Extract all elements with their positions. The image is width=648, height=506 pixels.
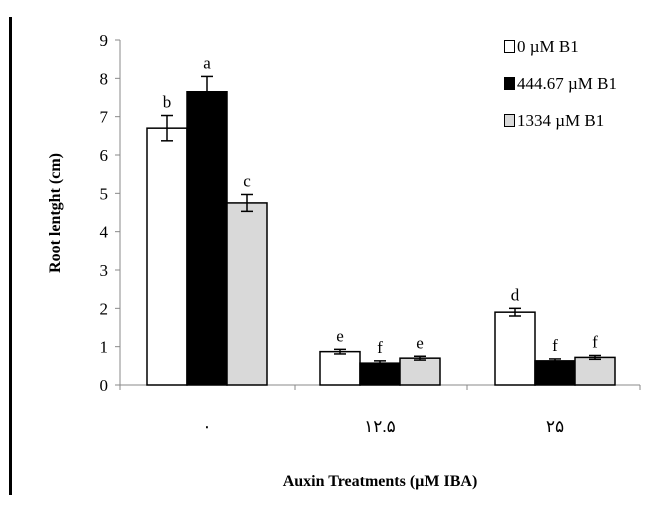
- y-tick-label: 3: [100, 261, 109, 280]
- left-frame-border: [9, 17, 12, 495]
- chart-legend: 0 µM B1 444.67 µM B1 1334 µM B1: [504, 28, 646, 139]
- y-tick-label: 0: [100, 376, 109, 395]
- y-tick-label: 5: [100, 184, 109, 203]
- significance-letter: e: [416, 333, 424, 352]
- y-tick-label: 9: [100, 31, 109, 50]
- legend-item-0: 0 µM B1: [504, 28, 646, 65]
- bar-s2-c1: [399, 357, 441, 386]
- y-tick-label: 7: [100, 108, 109, 127]
- y-tick-label: 8: [100, 69, 109, 88]
- legend-label-1: 444.67 µM B1: [517, 73, 617, 93]
- x-axis-label: Auxin Treatments (µM IBA): [283, 473, 478, 490]
- x-tick-label: ۲۵: [546, 417, 564, 436]
- bar-s1-c2: [534, 360, 576, 386]
- significance-letter: b: [163, 93, 172, 112]
- significance-letter: f: [552, 336, 558, 355]
- bar-s1-c0: [186, 91, 228, 386]
- y-tick-label: 1: [100, 338, 109, 357]
- legend-swatch-2: [504, 114, 515, 127]
- legend-label-2: 1334 µM B1: [517, 110, 605, 130]
- x-tick-label: ۱۲.۵: [364, 417, 396, 436]
- significance-letter-group: b e d a f f c e f: [163, 53, 598, 356]
- bar-s0-c2: [494, 311, 536, 386]
- significance-letter: f: [592, 332, 598, 351]
- x-tick-label: ۰: [202, 417, 211, 436]
- bar-group: [146, 91, 616, 386]
- y-tick-label: 4: [100, 223, 109, 242]
- legend-label-0: 0 µM B1: [517, 36, 579, 56]
- legend-swatch-1: [504, 77, 515, 90]
- bar-s2-c0: [226, 202, 268, 386]
- bar-s0-c1: [319, 350, 361, 386]
- y-axis-label: Root lentght (cm): [47, 153, 64, 273]
- bar-s1-c1: [359, 362, 401, 386]
- significance-letter: e: [336, 326, 344, 345]
- bar-s2-c2: [574, 356, 616, 386]
- y-tick-label: 2: [100, 299, 109, 318]
- error-bar-group: [161, 75, 601, 367]
- significance-letter: f: [377, 338, 383, 357]
- bar-s0-c0: [146, 127, 188, 386]
- legend-swatch-0: [504, 40, 515, 53]
- significance-letter: c: [243, 171, 251, 190]
- significance-letter: d: [511, 285, 520, 304]
- legend-item-1: 444.67 µM B1: [504, 65, 646, 102]
- y-tick-label: 6: [100, 146, 109, 165]
- legend-item-2: 1334 µM B1: [504, 102, 646, 139]
- significance-letter: a: [203, 53, 211, 72]
